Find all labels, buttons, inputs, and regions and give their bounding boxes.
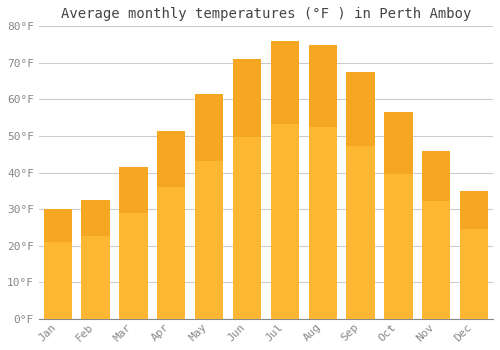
Bar bbox=[422, 150, 450, 201]
Bar bbox=[233, 59, 261, 319]
Bar bbox=[460, 191, 488, 229]
Bar bbox=[44, 209, 72, 319]
Bar bbox=[270, 41, 299, 124]
Bar bbox=[308, 44, 337, 319]
Bar bbox=[233, 59, 261, 137]
Bar bbox=[195, 94, 224, 319]
Bar bbox=[346, 72, 375, 146]
Bar bbox=[422, 150, 450, 319]
Bar bbox=[82, 200, 110, 236]
Bar bbox=[460, 191, 488, 319]
Title: Average monthly temperatures (°F ) in Perth Amboy: Average monthly temperatures (°F ) in Pe… bbox=[60, 7, 471, 21]
Bar bbox=[44, 209, 72, 242]
Bar bbox=[384, 112, 412, 174]
Bar bbox=[157, 131, 186, 319]
Bar bbox=[308, 44, 337, 127]
Bar bbox=[119, 167, 148, 213]
Bar bbox=[384, 112, 412, 319]
Bar bbox=[346, 72, 375, 319]
Bar bbox=[157, 131, 186, 187]
Bar bbox=[119, 167, 148, 319]
Bar bbox=[82, 200, 110, 319]
Bar bbox=[270, 41, 299, 319]
Bar bbox=[195, 94, 224, 161]
